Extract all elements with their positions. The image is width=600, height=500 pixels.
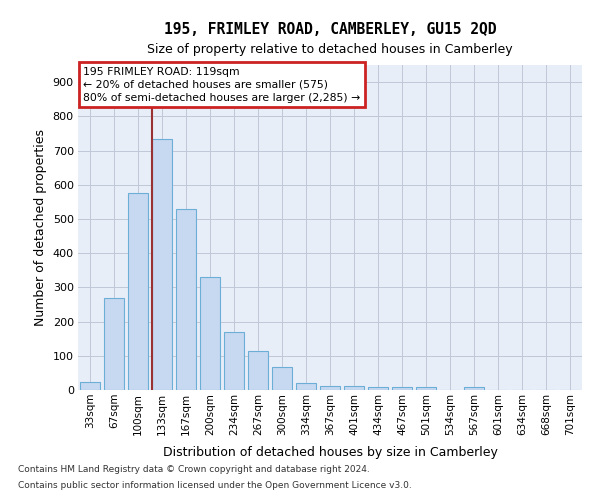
Text: Size of property relative to detached houses in Camberley: Size of property relative to detached ho… xyxy=(147,42,513,56)
Bar xyxy=(344,386,364,390)
Text: 195, FRIMLEY ROAD, CAMBERLEY, GU15 2QD: 195, FRIMLEY ROAD, CAMBERLEY, GU15 2QD xyxy=(164,22,496,38)
Bar xyxy=(464,388,484,390)
Bar xyxy=(272,366,292,390)
Bar xyxy=(416,386,436,390)
Bar xyxy=(296,383,316,390)
Bar xyxy=(80,382,100,390)
Bar xyxy=(224,332,244,390)
Bar xyxy=(200,277,220,390)
Bar xyxy=(128,194,148,390)
Bar xyxy=(248,350,268,390)
Y-axis label: Number of detached properties: Number of detached properties xyxy=(34,129,47,326)
Bar xyxy=(320,386,340,390)
Text: Contains public sector information licensed under the Open Government Licence v3: Contains public sector information licen… xyxy=(18,480,412,490)
Text: Contains HM Land Registry data © Crown copyright and database right 2024.: Contains HM Land Registry data © Crown c… xyxy=(18,466,370,474)
Bar xyxy=(176,208,196,390)
Bar xyxy=(368,388,388,390)
Bar xyxy=(392,388,412,390)
Bar xyxy=(152,139,172,390)
Bar xyxy=(104,298,124,390)
Text: 195 FRIMLEY ROAD: 119sqm
← 20% of detached houses are smaller (575)
80% of semi-: 195 FRIMLEY ROAD: 119sqm ← 20% of detach… xyxy=(83,66,360,103)
X-axis label: Distribution of detached houses by size in Camberley: Distribution of detached houses by size … xyxy=(163,446,497,459)
